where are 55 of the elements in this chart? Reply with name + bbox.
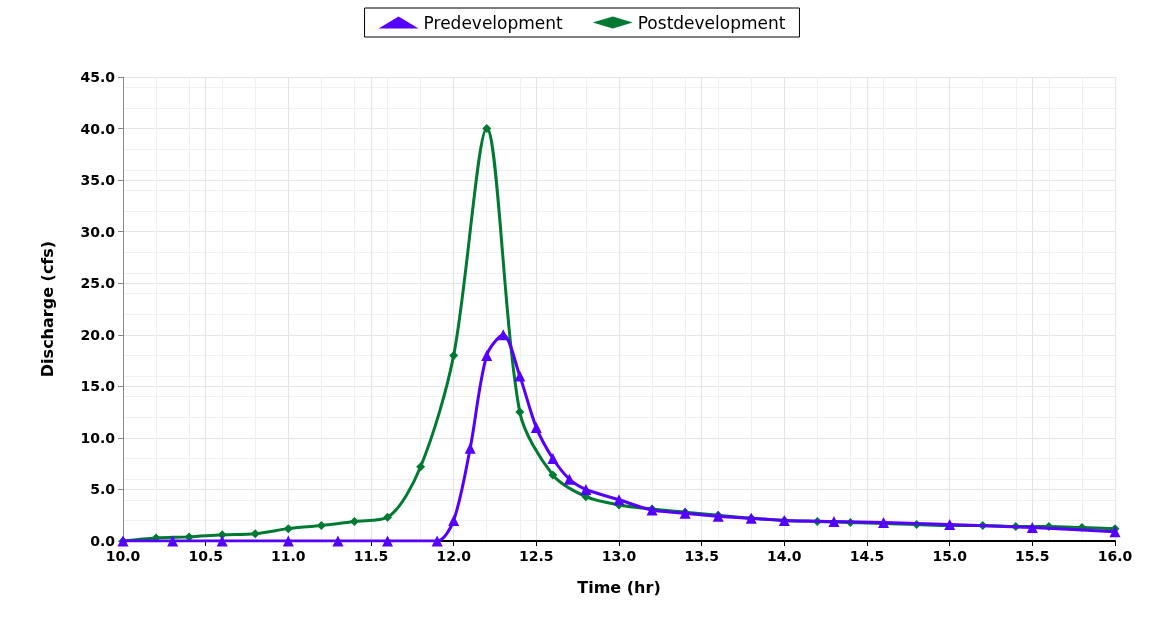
point <box>481 349 493 361</box>
x-axis-title: Time (hr) <box>577 577 661 597</box>
x-tick-label: 11.5 <box>353 548 389 564</box>
point <box>349 516 359 526</box>
point <box>449 350 459 360</box>
x-tick-label: 13.0 <box>601 548 637 564</box>
point <box>1109 526 1121 538</box>
point <box>382 535 394 547</box>
point <box>613 494 625 506</box>
y-tick-label: 0.0 <box>90 533 116 549</box>
x-tick-label: 11.0 <box>271 548 306 564</box>
point <box>283 524 293 534</box>
point <box>464 442 476 454</box>
legend-label: Predevelopment <box>423 12 564 33</box>
point <box>431 535 443 547</box>
point <box>383 512 393 522</box>
y-tick-label: 10.0 <box>80 429 116 446</box>
x-tick-label: 13.5 <box>684 548 719 564</box>
y-tick-label: 5.0 <box>90 481 116 498</box>
point <box>416 462 426 472</box>
point <box>316 521 326 531</box>
point <box>563 473 575 485</box>
y-tick-label: 15.0 <box>80 378 116 395</box>
point <box>514 370 526 382</box>
y-tick-label: 45.0 <box>80 69 116 85</box>
y-tick-label: 30.0 <box>80 223 116 240</box>
y-tick-label: 40.0 <box>80 120 116 137</box>
x-tick-label: 14.0 <box>767 548 802 564</box>
point <box>515 407 525 417</box>
x-tick-label: 10.5 <box>188 548 223 564</box>
y-tick-label: 35.0 <box>80 172 116 189</box>
point <box>282 535 294 547</box>
point <box>828 515 840 527</box>
x-tick-label: 10.0 <box>105 548 141 564</box>
point <box>250 529 260 539</box>
point <box>530 422 542 434</box>
x-tick-label: 12.0 <box>436 548 472 564</box>
x-tick-label: 15.0 <box>932 548 968 564</box>
point <box>216 535 228 547</box>
point <box>1026 522 1038 534</box>
y-axis-title: Discharge (cfs) <box>37 240 57 378</box>
y-tick-label: 25.0 <box>80 275 116 292</box>
legend-label: Postdevelopment <box>637 12 786 33</box>
point <box>548 470 558 480</box>
x-tick-label: 15.5 <box>1015 548 1050 564</box>
point <box>580 483 592 495</box>
x-tick-label: 12.5 <box>519 548 554 564</box>
x-tick-label: 16.0 <box>1097 548 1133 564</box>
point <box>547 453 559 465</box>
point <box>332 535 344 547</box>
point <box>482 124 492 134</box>
y-tick-label: 20.0 <box>80 326 116 343</box>
point <box>448 514 460 526</box>
point <box>167 535 179 547</box>
x-tick-label: 14.5 <box>849 548 885 564</box>
